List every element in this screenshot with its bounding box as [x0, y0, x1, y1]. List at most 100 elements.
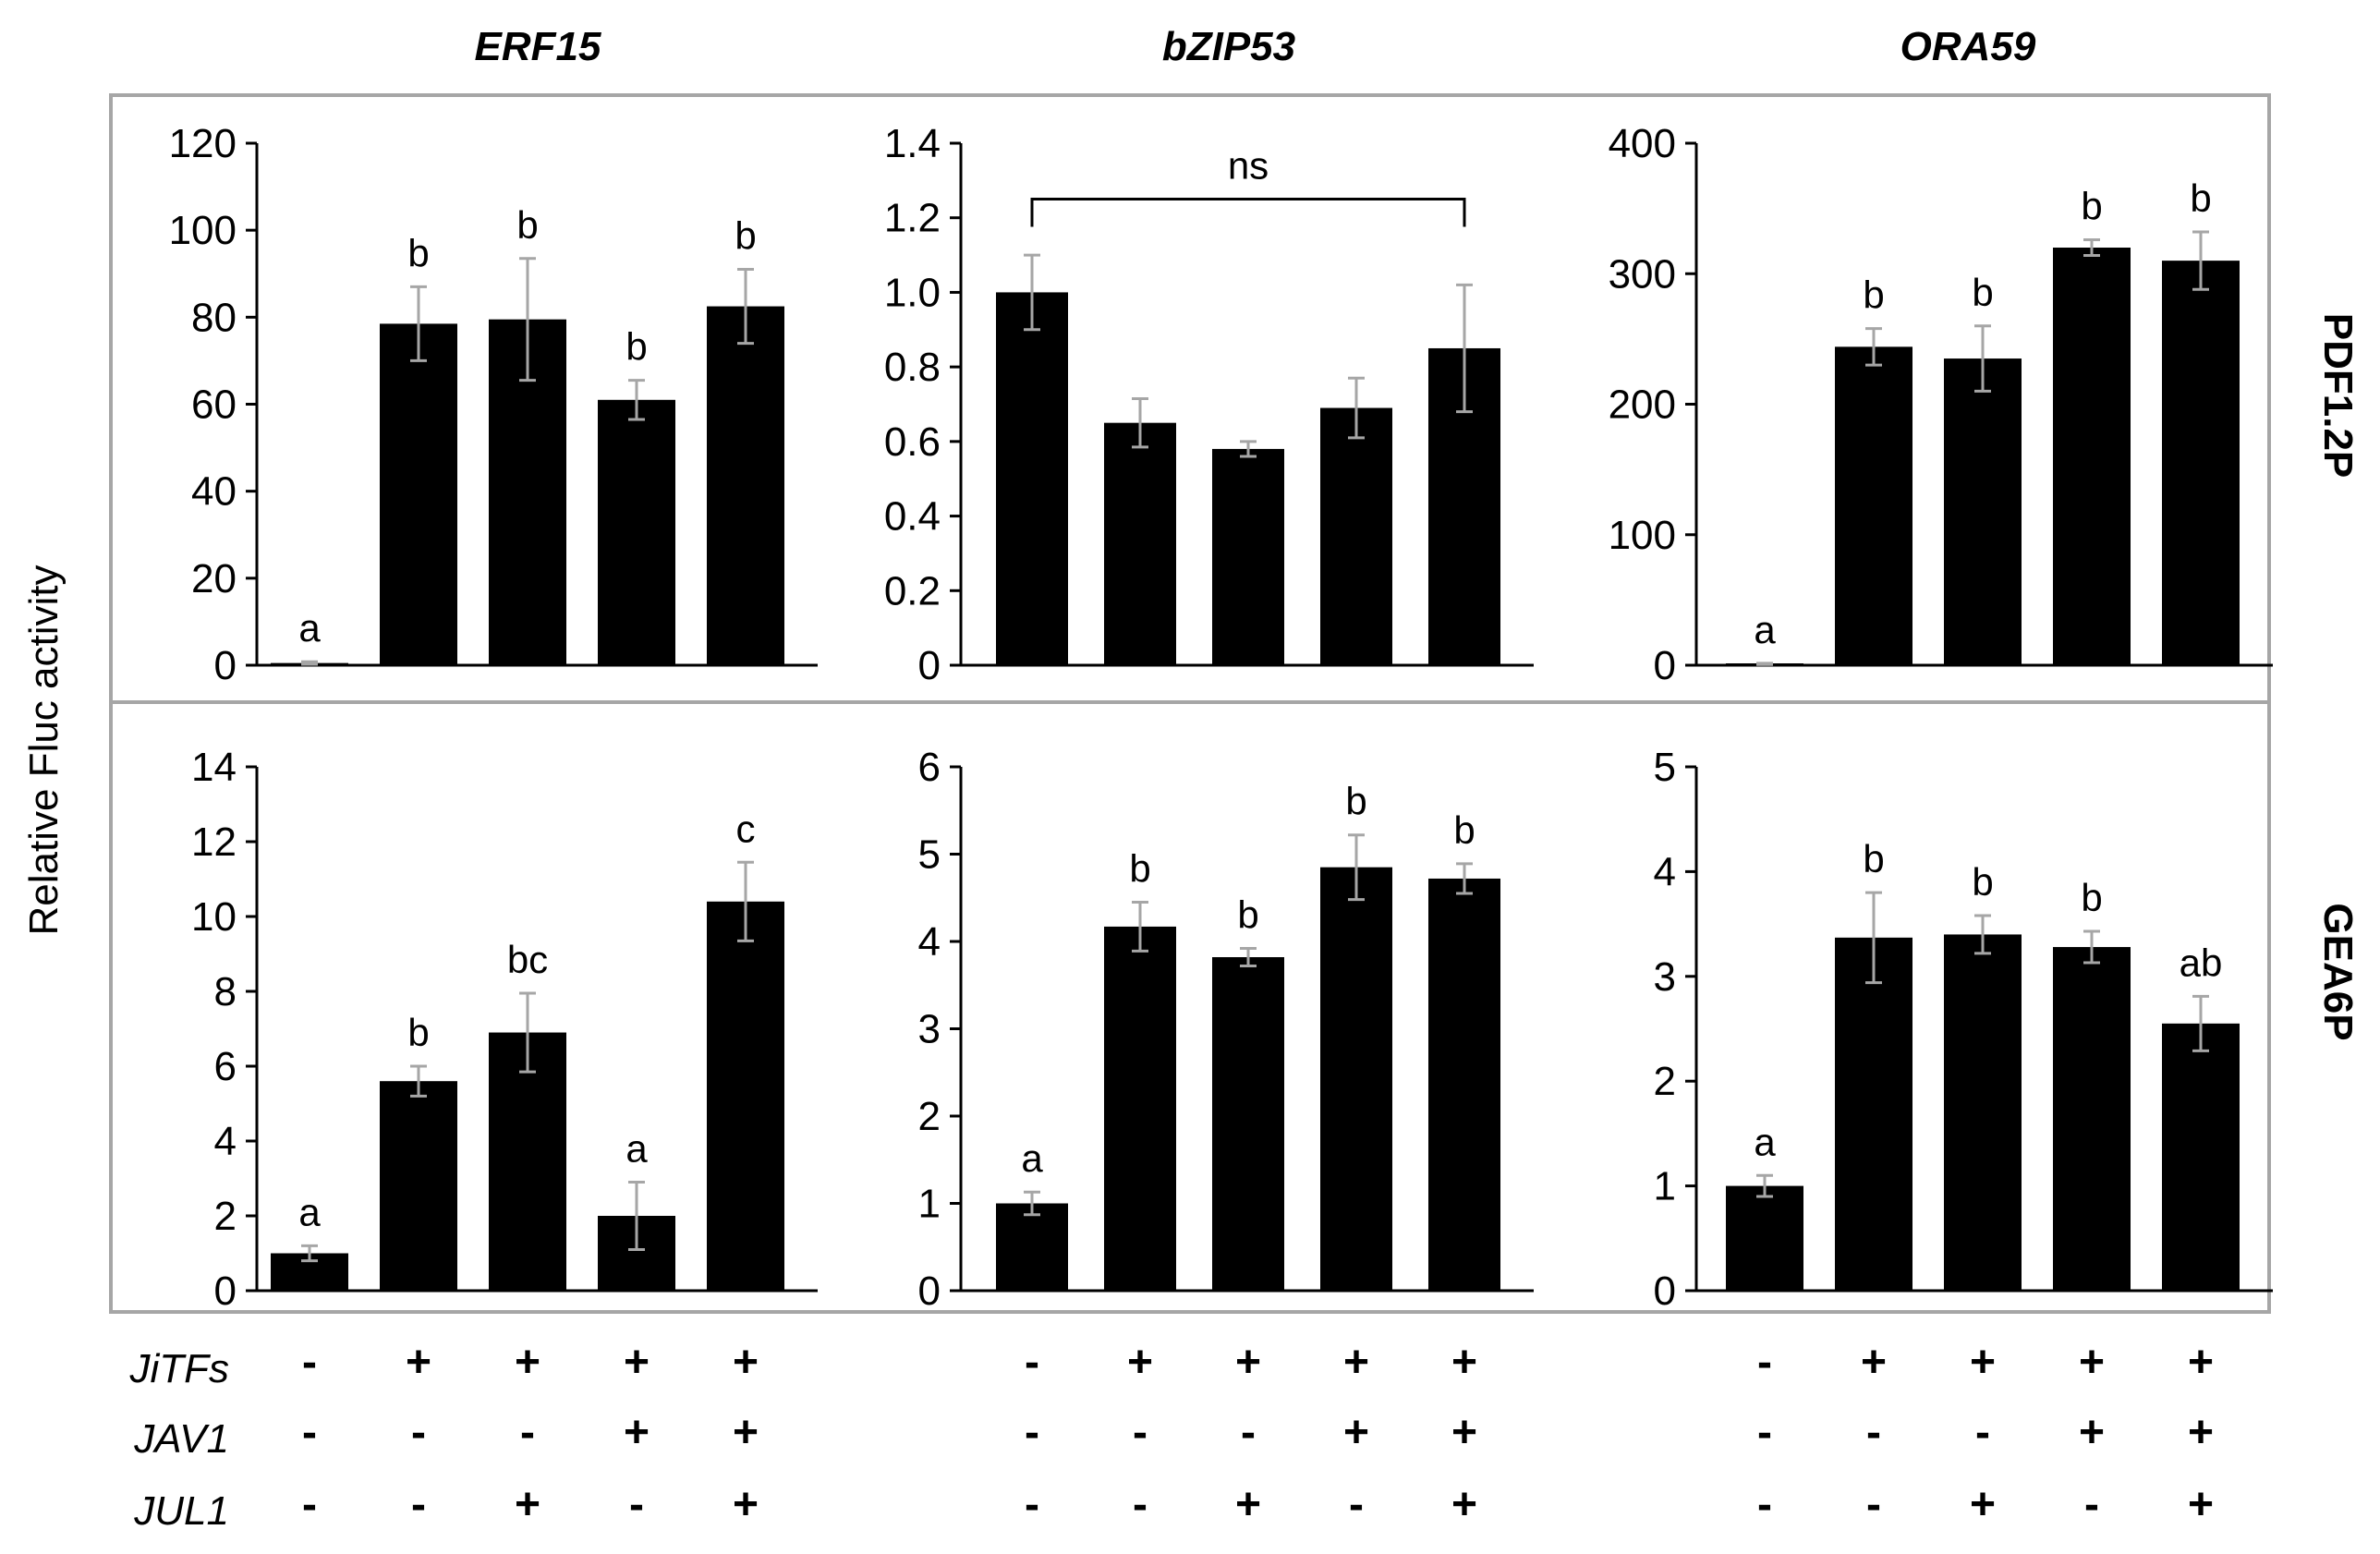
condition-sign-jul1: -: [1025, 1480, 1039, 1529]
condition-sign-jitfs: +: [733, 1338, 759, 1387]
y-tick-label: 6: [214, 1044, 237, 1089]
error-bar: [301, 1244, 318, 1263]
error-bar: [1132, 396, 1148, 449]
significance-letter: a: [1754, 1120, 1776, 1163]
panel-gea6p-bzip53: 0 1 2 3 4 5 6 a b b b b: [918, 745, 1534, 1314]
error-bar: [1865, 891, 1882, 985]
panel-pdf12p-bzip53: 0 0.2 0.4 0.6 0.8 1.0 1.2 1.4 ns: [884, 121, 1534, 688]
y-tick-label: 3: [1654, 954, 1676, 1000]
y-tick-label: 10: [191, 894, 237, 940]
y-tick-label: 200: [1609, 382, 1676, 428]
condition-signs: - + + + + - + + + + - + + + + - - - + + - - - + + - - - + + - - + - + - - + - +…: [302, 1338, 2214, 1529]
bar: [1835, 346, 1912, 665]
condition-sign-jitfs: -: [1757, 1338, 1772, 1387]
significance-letter: b: [1972, 271, 1993, 314]
y-tick-label: 60: [191, 382, 237, 428]
bar: [1320, 407, 1392, 665]
condition-sign-jul1: -: [411, 1480, 426, 1529]
significance-letter: b: [2081, 876, 2102, 919]
y-tick-label: 2: [214, 1194, 237, 1239]
y-tick-label: 40: [191, 469, 237, 515]
error-bar: [1132, 900, 1148, 953]
y-tick-label: 120: [169, 121, 237, 166]
y-tick-label: 100: [1609, 513, 1676, 558]
significance-letter: b: [1345, 780, 1366, 823]
error-bar: [1240, 947, 1257, 967]
condition-sign-jitfs: +: [2188, 1338, 2214, 1387]
significance-letter: b: [625, 325, 647, 369]
condition-sign-jitfs: +: [2079, 1338, 2105, 1387]
bar: [1104, 926, 1176, 1291]
error-bar: [2083, 929, 2100, 965]
condition-label-jav1: JAV1: [133, 1416, 229, 1462]
condition-sign-jul1: -: [1757, 1480, 1772, 1529]
y-tick-label: 0: [214, 643, 237, 688]
condition-sign-jav1: +: [1451, 1408, 1477, 1457]
y-tick-label: 0.2: [884, 568, 941, 613]
ns-label: ns: [1228, 143, 1269, 187]
y-tick-label: 0.8: [884, 345, 941, 390]
bar: [1320, 867, 1392, 1291]
panel-pdf12p-ora59: 0 100 200 300 400 a b b b b: [1609, 121, 2273, 688]
y-tick-label: 0: [214, 1269, 237, 1314]
significance-letter: b: [407, 231, 429, 274]
bar: [707, 901, 784, 1291]
condition-label-jul1: JUL1: [133, 1488, 229, 1534]
condition-sign-jitfs: +: [624, 1338, 650, 1387]
condition-sign-jav1: -: [520, 1408, 535, 1457]
row-label-pdf12p: PDF1.2P: [2315, 313, 2361, 479]
significance-letter: b: [1972, 860, 1993, 904]
error-bar: [410, 1064, 427, 1098]
error-bar: [628, 1181, 645, 1251]
significance-letter: b: [735, 214, 756, 258]
condition-sign-jitfs: +: [1235, 1338, 1261, 1387]
condition-sign-jul1: +: [515, 1480, 540, 1529]
condition-sign-jitfs: +: [1127, 1338, 1153, 1387]
ns-bracket: [1030, 197, 1466, 227]
error-bar: [737, 268, 754, 346]
error-bar: [1756, 1173, 1773, 1198]
error-bar: [1974, 324, 1991, 393]
bar: [489, 1032, 566, 1291]
row-label-gea6p: GEA6P: [2315, 903, 2361, 1040]
significance-letter: b: [1863, 273, 1884, 317]
bar: [380, 1081, 457, 1291]
panel-gea6p-erf15: 0 2 4 6 8 10 12 14 a b bc a c: [191, 745, 818, 1314]
error-bar: [519, 257, 536, 382]
y-tick-label: 8: [214, 969, 237, 1014]
bar: [1104, 422, 1176, 665]
bar: [2162, 261, 2240, 665]
significance-letter: b: [2081, 185, 2102, 228]
error-bar: [301, 660, 318, 666]
condition-sign-jav1: +: [2188, 1408, 2214, 1457]
error-bar: [1865, 327, 1882, 367]
significance-letter: c: [736, 807, 756, 850]
condition-sign-jav1: -: [1866, 1408, 1881, 1457]
significance-letter: a: [298, 606, 321, 650]
bar: [996, 1203, 1068, 1291]
bar: [380, 323, 457, 665]
significance-letter: a: [1021, 1136, 1043, 1180]
condition-label-jitfs: JiTFs: [128, 1346, 229, 1391]
error-bar: [2192, 994, 2209, 1052]
y-tick-label: 1.4: [884, 121, 941, 166]
bar: [1835, 937, 1912, 1291]
bar: [707, 306, 784, 665]
condition-sign-jul1: -: [2084, 1480, 2099, 1529]
error-bar: [1456, 862, 1473, 895]
significance-letter: ab: [2180, 941, 2223, 984]
y-tick-label: 0.6: [884, 419, 941, 465]
error-bar: [1756, 662, 1773, 666]
y-tick-label: 5: [918, 832, 941, 878]
condition-sign-jitfs: -: [302, 1338, 317, 1387]
y-tick-label: 1.0: [884, 270, 941, 315]
y-tick-label: 0: [918, 1269, 941, 1314]
condition-sign-jul1: -: [629, 1480, 644, 1529]
plots: 020406080100120abbbb00.20.40.60.81.01.21…: [169, 121, 2273, 1314]
error-bar: [410, 285, 427, 362]
condition-sign-jav1: -: [411, 1408, 426, 1457]
error-bar: [2192, 230, 2209, 291]
y-tick-label: 12: [191, 819, 237, 865]
condition-sign-jul1: -: [302, 1480, 317, 1529]
condition-sign-jav1: +: [2079, 1408, 2105, 1457]
